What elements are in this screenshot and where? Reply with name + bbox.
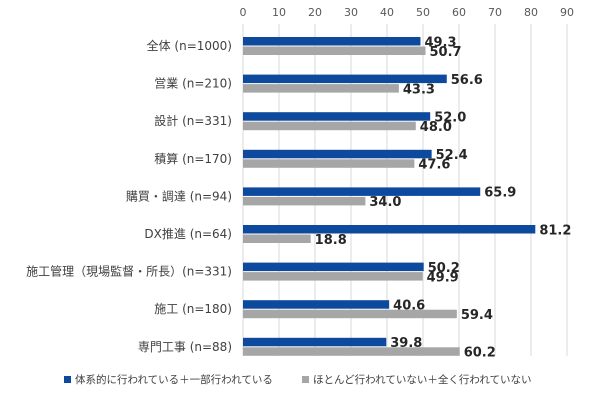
x-tick-label: 10 bbox=[272, 6, 286, 19]
x-tick-label: 40 bbox=[380, 6, 394, 19]
bar-series-2 bbox=[243, 347, 460, 356]
category-label: 全体 (n=1000) bbox=[147, 38, 232, 53]
value-label: 52.0 bbox=[434, 110, 466, 125]
category-labels: 全体 (n=1000) 営業 (n=210) 設計 (n=331) 積算 (n=170… bbox=[26, 38, 232, 354]
value-labels: 49.350.7 56.6 43.3 52.048.0 52.447.6 65.9 34.0… bbox=[315, 35, 572, 360]
x-tick-label: 30 bbox=[344, 6, 358, 19]
value-label: 81.2 bbox=[539, 223, 571, 238]
bar-series-1 bbox=[243, 112, 431, 121]
value-label: 34.0 bbox=[369, 195, 401, 210]
legend-label: 体系的に行われている＋一部行われている bbox=[75, 373, 273, 386]
category-label: 設計 (n=331) bbox=[154, 113, 232, 128]
bar-series-2 bbox=[243, 309, 457, 319]
bar-series-1 bbox=[243, 37, 421, 46]
x-tick-label: 20 bbox=[308, 6, 322, 19]
bar-series-1 bbox=[243, 262, 424, 272]
category-label: 施工 (n=180) bbox=[154, 302, 232, 316]
bar-series-1 bbox=[243, 337, 387, 347]
category-label: DX推進 (n=64) bbox=[144, 227, 232, 241]
bar-series-2 bbox=[243, 234, 311, 243]
x-tick-label: 50 bbox=[416, 6, 430, 19]
value-label: 48.0 bbox=[420, 120, 452, 135]
value-label: 65.9 bbox=[484, 186, 516, 201]
x-axis-ticks: 0 10 20 30 40 50 60 70 80 90 bbox=[240, 6, 575, 19]
value-label: 49.9 bbox=[427, 270, 459, 285]
value-label: 43.3 bbox=[403, 82, 435, 97]
bar-series-2 bbox=[243, 272, 423, 281]
legend-swatch-series-2 bbox=[302, 376, 309, 383]
value-label: 59.4 bbox=[461, 308, 493, 323]
value-label: 50.7 bbox=[430, 45, 462, 60]
bar-series-1 bbox=[243, 300, 390, 309]
bar-series-2 bbox=[243, 84, 399, 93]
bar-series-1 bbox=[243, 74, 447, 84]
value-label: 50.2 bbox=[428, 261, 460, 276]
value-label: 18.8 bbox=[315, 233, 347, 248]
value-label: 49.3 bbox=[424, 35, 456, 50]
bar-series-2 bbox=[243, 159, 415, 168]
value-label: 40.6 bbox=[393, 298, 425, 313]
category-label: 積算 (n=170) bbox=[154, 151, 232, 166]
category-label: 購買・調達 (n=94) bbox=[126, 189, 232, 203]
bar-series-2 bbox=[243, 46, 426, 55]
legend: 体系的に行われている＋一部行われている ほとんど行われていない＋全く行われていない bbox=[64, 373, 532, 386]
category-label: 営業 (n=210) bbox=[154, 77, 232, 91]
category-label: 専門工事 (n=88) bbox=[138, 340, 232, 354]
x-tick-label: 80 bbox=[524, 6, 538, 19]
x-tick-label: 0 bbox=[240, 6, 247, 19]
bar-series-1 bbox=[243, 187, 481, 196]
category-label: 施工管理（現場監督・所長）(n=331) bbox=[26, 264, 232, 279]
bars bbox=[243, 37, 536, 356]
x-tick-label: 70 bbox=[488, 6, 502, 19]
x-tick-label: 60 bbox=[452, 6, 466, 19]
legend-label: ほとんど行われていない＋全く行われていない bbox=[313, 373, 532, 386]
bar-series-1 bbox=[243, 225, 536, 234]
bar-series-2 bbox=[243, 121, 416, 131]
legend-swatch-series-1 bbox=[64, 376, 71, 383]
value-label: 52.4 bbox=[436, 148, 468, 163]
value-label: 56.6 bbox=[451, 73, 483, 88]
value-label: 60.2 bbox=[464, 346, 496, 361]
bar-series-1 bbox=[243, 149, 432, 159]
bar-series-2 bbox=[243, 196, 366, 206]
value-label: 47.6 bbox=[418, 158, 450, 173]
x-tick-label: 90 bbox=[560, 6, 574, 19]
value-label: 39.8 bbox=[390, 336, 422, 351]
